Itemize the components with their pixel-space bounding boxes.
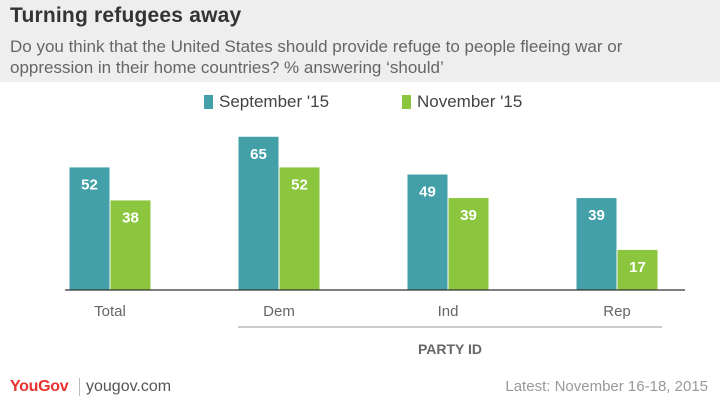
- bar-total-series-2: [110, 200, 151, 290]
- group-label-party-id: PARTY ID: [418, 341, 482, 357]
- page-title: Turning refugees away: [10, 4, 242, 27]
- yougov-logo: YouGov: [10, 378, 69, 395]
- bar-total-series-1: [69, 167, 110, 290]
- legend-swatch-september: [204, 95, 213, 109]
- bar-rep-series-2: [617, 249, 658, 290]
- category-label-ind: Ind: [438, 303, 459, 320]
- header-banner: [0, 0, 720, 82]
- bar-ind-series-1: [407, 174, 448, 290]
- category-label-total: Total: [94, 303, 126, 320]
- bar-rep-series-1: [576, 198, 617, 290]
- data-label-total-series-1: 52: [81, 176, 98, 193]
- data-label-total-series-2: 38: [122, 209, 139, 226]
- legend-label-november: November '15: [417, 92, 523, 111]
- legend-item-september: September '15: [204, 92, 329, 112]
- bar-dem-series-2: [279, 167, 320, 290]
- data-label-dem-series-1: 65: [250, 146, 267, 163]
- footer-divider: [79, 378, 80, 396]
- category-label-dem: Dem: [263, 303, 295, 320]
- legend-swatch-november: [402, 95, 411, 109]
- footer-url[interactable]: yougov.com: [86, 378, 172, 395]
- page-subtitle: Do you think that the United States shou…: [10, 37, 623, 77]
- legend-label-september: September '15: [219, 92, 330, 111]
- bar-dem-series-1: [238, 136, 279, 290]
- bar-ind-series-2: [448, 198, 489, 290]
- data-label-ind-series-1: 49: [419, 184, 436, 201]
- data-label-rep-series-1: 39: [588, 207, 605, 224]
- data-label-ind-series-2: 39: [460, 207, 477, 224]
- data-label-dem-series-2: 52: [291, 176, 308, 193]
- category-label-rep: Rep: [603, 303, 631, 320]
- data-label-rep-series-2: 17: [629, 259, 646, 276]
- legend-item-november: November '15: [402, 92, 522, 112]
- footer-date: Latest: November 16-18, 2015: [505, 378, 708, 395]
